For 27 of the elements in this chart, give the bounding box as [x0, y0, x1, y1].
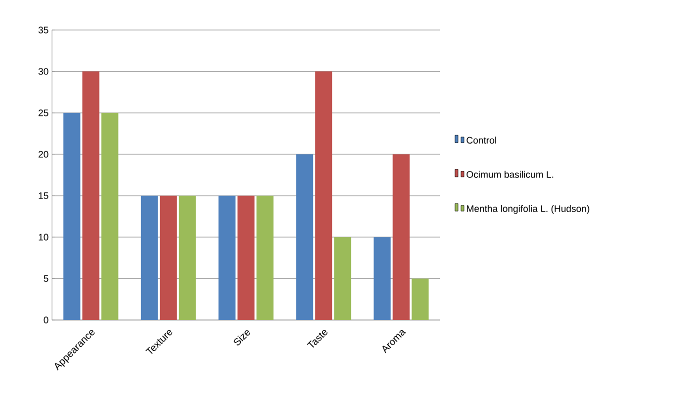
y-tick-label: 15: [38, 192, 48, 200]
y-tick-label: 20: [38, 150, 48, 158]
bar: [140, 196, 158, 320]
bar: [334, 237, 352, 320]
y-tick-label: 5: [44, 275, 48, 282]
y-tick-label: 10: [38, 234, 48, 240]
legend-label: Mentha longifolia L. (Hudson): [466, 205, 590, 214]
x-tick-label: Size: [234, 330, 250, 346]
legend-label: Control: [466, 136, 496, 144]
bar: [82, 71, 100, 320]
bar: [256, 196, 274, 320]
bar: [238, 196, 255, 320]
bar: [160, 196, 177, 320]
y-tick-label: 35: [38, 26, 48, 34]
bar: [178, 196, 196, 320]
bar: [315, 71, 332, 320]
bar: [392, 154, 410, 320]
y-tick-label: 30: [38, 68, 48, 75]
legend-label: Ocimum basilicum L.: [466, 170, 554, 178]
bar: [101, 112, 118, 320]
y-tick-label: 0: [44, 316, 48, 324]
bar: [296, 154, 314, 320]
bar: [374, 237, 391, 320]
y-tick-label: 25: [38, 110, 48, 116]
bar: [218, 196, 236, 320]
bar: [412, 278, 429, 320]
bar: [63, 112, 80, 320]
